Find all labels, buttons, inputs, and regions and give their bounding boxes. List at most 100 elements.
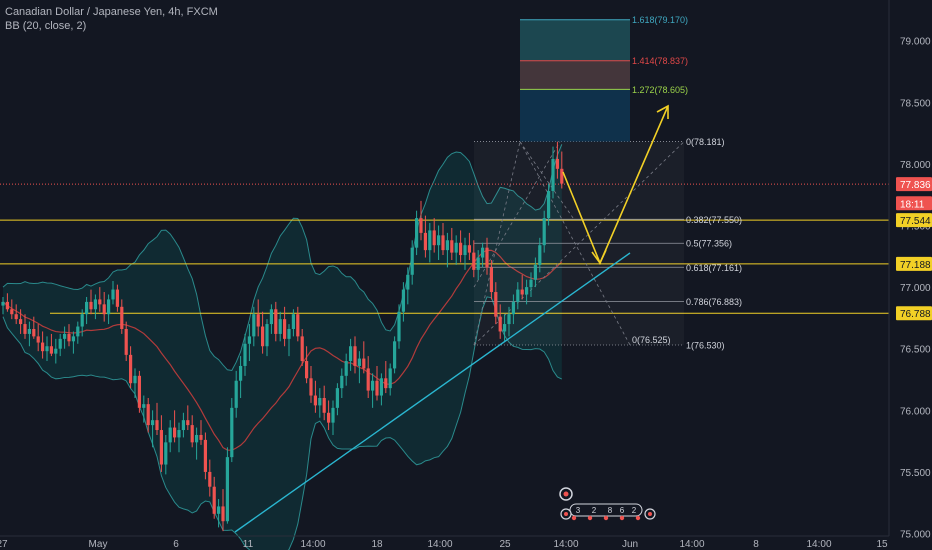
candle [349,338,353,371]
event-icon-label: 8 [608,506,613,515]
price-axis-bg [889,0,932,550]
candle [243,333,247,376]
time-tick-label: 18 [371,539,383,550]
candle [151,410,155,448]
candle [560,151,564,189]
candle [115,284,119,312]
candle-body [467,245,471,253]
candle-body [511,301,515,315]
candle-body [344,361,348,376]
candle [419,200,423,241]
candle-body [67,333,71,342]
candle-body [89,301,93,310]
candle-body [520,289,524,295]
candle-body [63,333,67,339]
time-axis[interactable]: 27 May 6 11 14:00 18 14:00 25 14:00 Jun 14:00 8 14:0… [0,535,889,550]
bb-lower [2,296,563,550]
candle [340,368,344,398]
candle [459,230,463,263]
candle [498,304,502,339]
candle [230,397,234,463]
candle-body [203,439,207,472]
candle [133,368,137,398]
price-tick-label: 75.000 [900,530,931,541]
candle [80,309,84,337]
time-tick-label: 14:00 [300,539,325,550]
candle-body [445,240,449,251]
candle-body [507,314,511,325]
candle [252,306,256,347]
candle-body [485,247,489,268]
candle [89,289,93,315]
candle-body [146,404,150,426]
candle [503,314,507,342]
candle-body [10,309,14,315]
bb-upper [2,144,563,372]
candle [32,316,36,339]
candle-body [19,319,23,325]
time-tick-label: 6 [173,539,179,550]
candle-body [256,314,260,327]
candle-body [49,346,53,354]
candle-body [120,306,124,329]
candle-body [498,316,502,332]
candle-body [124,328,128,355]
fib-fan-line [473,141,561,288]
candle-body [410,247,414,275]
candle [195,427,199,460]
candle [305,346,309,384]
candle [520,274,524,300]
event-icon-label: 6 [620,506,625,515]
candle [10,299,14,320]
bollinger-bands [2,144,563,550]
candle-body [296,314,300,337]
candle-body [503,324,507,332]
candle [507,306,511,337]
candle [366,356,370,398]
candle-body [283,319,287,339]
candle [102,292,106,322]
candle-body [533,264,537,280]
candle-body [71,336,75,342]
candle [375,365,379,401]
candle-body [177,430,181,438]
candle-body [212,486,216,514]
candle [221,489,225,532]
symbol-title[interactable]: Canadian Dollar / Japanese Yen, 4h, FXCM [5,6,218,18]
candle-body [463,245,467,256]
event-marker-dot [563,491,569,497]
candle [225,447,229,524]
candle [463,237,467,270]
candle-body [137,375,141,408]
candle [551,146,555,199]
candle [489,259,493,300]
candle [278,311,282,342]
candle-body [538,245,542,265]
candle-body [401,289,405,312]
candle-body [243,343,247,366]
price-axis[interactable]: 79.00078.50078.00077.50077.00076.50076.0… [888,0,932,550]
event-marker-dot [619,515,625,521]
candle-body [529,279,533,288]
candle-body [340,375,344,389]
candle [547,183,551,226]
indicator-label[interactable]: BB (20, close, 2) [5,20,87,32]
fib-level-label: 0.382(77.550) [686,215,742,225]
time-tick-label: 8 [753,539,759,550]
candle-body [1,301,5,306]
candle-body [481,247,485,258]
fib-fan-line [473,141,521,346]
candle [27,321,31,347]
candle-body [305,361,309,379]
candle-body [309,378,313,396]
candle-body [428,230,432,251]
event-marker-dot [635,515,641,521]
candle-body [274,309,278,334]
candle-body [397,311,401,342]
candle [137,370,141,413]
candle [67,324,71,347]
candle [14,304,18,325]
fib-fan-line [519,141,575,220]
